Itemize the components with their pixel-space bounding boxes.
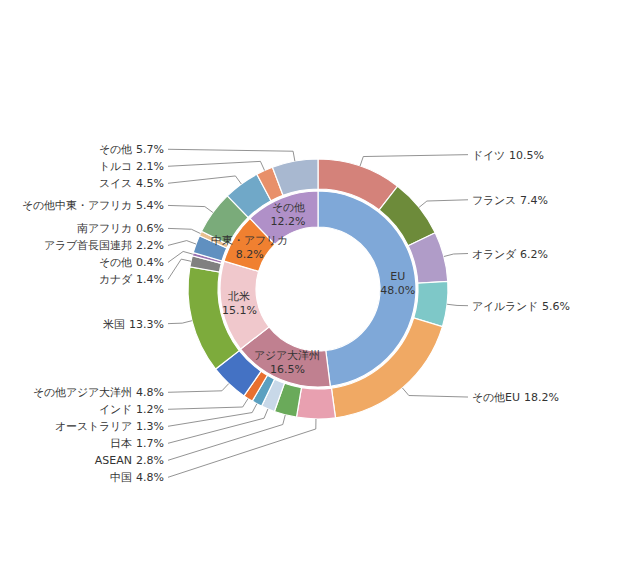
svg-text:スイス4.5%: スイス4.5% [99, 177, 164, 190]
svg-text:ドイツ10.5%: ドイツ10.5% [472, 148, 544, 161]
svg-text:その他0.4%: その他0.4% [99, 256, 164, 269]
svg-text:インド1.2%: インド1.2% [99, 403, 164, 416]
svg-text:アジア大洋州: アジア大洋州 [254, 349, 320, 362]
svg-text:アイルランド5.6%: アイルランド5.6% [472, 299, 570, 312]
svg-text:8.2%: 8.2% [236, 248, 264, 261]
svg-text:12.2%: 12.2% [271, 215, 306, 228]
svg-text:オランダ6.2%: オランダ6.2% [472, 247, 548, 260]
svg-text:中国4.8%: 中国4.8% [110, 471, 164, 484]
svg-text:その他: その他 [272, 201, 305, 214]
svg-text:南アフリカ0.6%: 南アフリカ0.6% [77, 222, 164, 235]
svg-text:その他5.7%: その他5.7% [99, 143, 164, 156]
svg-text:中東・アフリカ: 中東・アフリカ [211, 234, 288, 247]
svg-text:48.0%: 48.0% [380, 284, 415, 297]
svg-text:オーストラリア1.3%: オーストラリア1.3% [55, 420, 164, 433]
svg-text:ASEAN2.8%: ASEAN2.8% [95, 454, 164, 467]
svg-text:アラブ首長国連邦2.2%: アラブ首長国連邦2.2% [44, 239, 164, 252]
svg-text:フランス7.4%: フランス7.4% [472, 193, 548, 206]
svg-text:16.5%: 16.5% [270, 363, 305, 376]
svg-text:米国13.3%: 米国13.3% [103, 317, 164, 330]
svg-text:その他アジア大洋州4.8%: その他アジア大洋州4.8% [33, 386, 164, 399]
svg-text:15.1%: 15.1% [222, 304, 257, 317]
svg-text:その他EU18.2%: その他EU18.2% [472, 391, 559, 404]
svg-text:北米: 北米 [228, 290, 250, 303]
svg-text:その他中東・アフリカ5.4%: その他中東・アフリカ5.4% [22, 199, 164, 212]
svg-text:カナダ1.4%: カナダ1.4% [99, 273, 164, 286]
svg-text:トルコ2.1%: トルコ2.1% [99, 160, 164, 173]
svg-text:EU: EU [390, 270, 405, 283]
svg-text:日本1.7%: 日本1.7% [110, 437, 164, 450]
